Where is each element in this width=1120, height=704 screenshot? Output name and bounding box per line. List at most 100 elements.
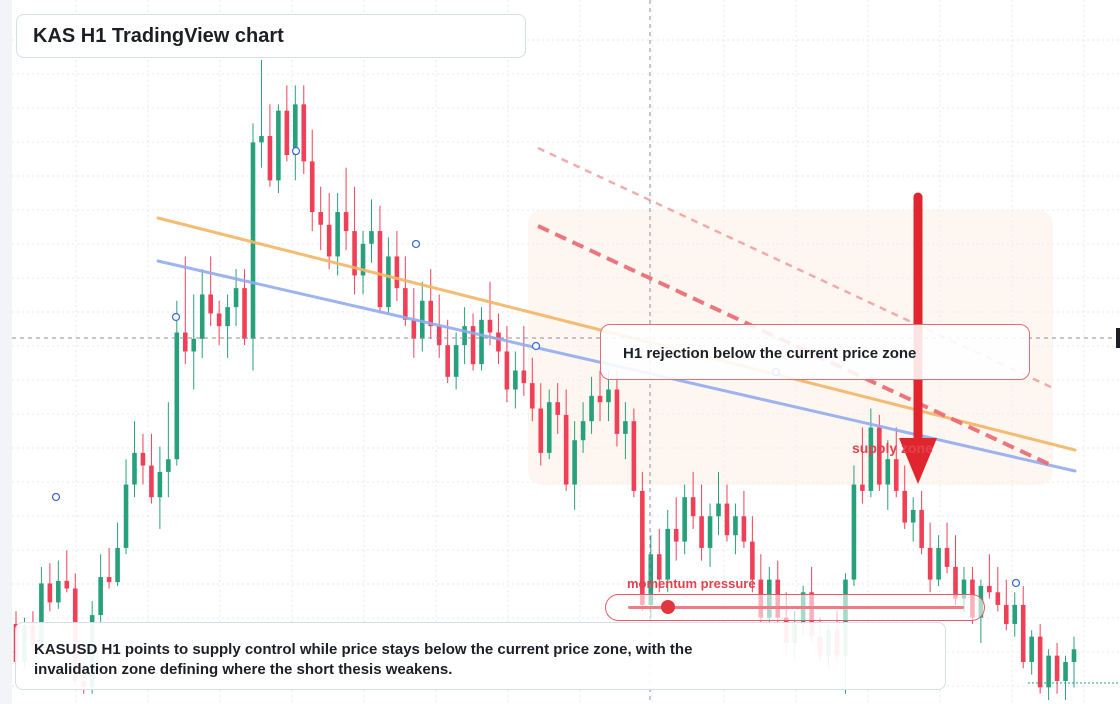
down-arrow — [899, 192, 937, 484]
candle-body-bearish — [149, 465, 154, 498]
candle-body-bullish — [39, 583, 44, 647]
candle-body-bearish — [318, 212, 324, 225]
candle-body-bullish — [174, 332, 180, 460]
candle-body-bearish — [411, 319, 417, 339]
candle-body-bearish — [326, 224, 332, 257]
candle-body-bearish — [927, 547, 933, 580]
candle-body-bearish — [267, 136, 273, 181]
signal-marker — [1011, 578, 1021, 588]
candle-body-bullish — [648, 554, 654, 605]
candle-body-bearish — [1054, 655, 1060, 681]
candle-body-bullish — [1029, 636, 1034, 662]
signal-marker — [51, 492, 61, 502]
candle-body-bearish — [445, 345, 450, 377]
candle-body-bullish — [572, 440, 577, 485]
rejection-note: H1 rejection below the current price zon… — [623, 345, 917, 362]
candle-body-bearish — [699, 516, 704, 548]
candle-body-bearish — [182, 332, 188, 352]
candle-body-bullish — [589, 395, 594, 422]
candle-body-bullish — [885, 459, 891, 485]
candle-body-bearish — [521, 370, 527, 384]
candle-body-bearish — [724, 503, 730, 536]
candle-body-bearish — [487, 319, 493, 333]
signal-marker — [531, 341, 541, 351]
candle-body-bullish — [1046, 655, 1051, 688]
candle-body-bearish — [1003, 604, 1009, 624]
candle-body-bullish — [580, 421, 586, 441]
down-arrow-head — [899, 438, 937, 484]
candle-body-bearish — [987, 585, 992, 593]
candle-body-bearish — [377, 231, 383, 308]
candle-body-bullish — [665, 528, 671, 580]
candle-body-bullish — [191, 338, 197, 352]
candle-body-bearish — [673, 528, 679, 542]
candle-body-bullish — [157, 471, 163, 498]
candle-body-bearish — [656, 554, 662, 580]
momentum-slider[interactable] — [605, 594, 985, 621]
candle-body-bearish — [343, 212, 349, 232]
candle-body-bullish — [1071, 649, 1077, 662]
candle-body-bearish — [496, 332, 501, 352]
candle-body-bearish — [428, 300, 434, 327]
candle-body-bullish — [546, 402, 552, 453]
signal-marker — [171, 312, 181, 322]
candle-body-bearish — [741, 516, 747, 542]
candle-body-bullish — [936, 547, 941, 580]
candle-body-bearish — [394, 256, 400, 289]
candle-body-bullish — [123, 484, 129, 548]
candle-body-bearish — [953, 566, 958, 599]
candle-body-bearish — [352, 231, 357, 276]
candle-body-bullish — [166, 459, 171, 472]
candle-body-bullish — [851, 484, 857, 580]
candle-body-bullish — [682, 497, 687, 542]
candle-body-bearish — [284, 110, 290, 156]
chart-title-card: KAS H1 TradingView chart — [16, 14, 526, 58]
candle-body-bearish — [995, 592, 1001, 605]
candle-body-bullish — [961, 579, 967, 599]
signal-marker — [411, 239, 421, 249]
candle-body-bullish — [56, 580, 61, 603]
candle-body-bullish — [419, 300, 425, 339]
candle-body-bearish — [860, 484, 865, 491]
candle-body-bullish — [259, 136, 264, 143]
candle-body-bearish — [403, 288, 408, 320]
candle-body-bearish — [530, 383, 535, 409]
candle-body-bearish — [309, 161, 315, 213]
supply-zone-label: supply zone — [852, 440, 933, 456]
candle-body-bullish — [462, 326, 467, 346]
candle-body-bullish — [276, 110, 281, 181]
candle-body-bearish — [893, 459, 899, 491]
candle-body-bearish — [1020, 604, 1026, 662]
candle-body-bearish — [538, 408, 544, 453]
candle-body-bullish — [479, 319, 484, 365]
candle-body-bearish — [216, 313, 222, 327]
candle-body-bearish — [614, 389, 620, 434]
candle-body-bearish — [877, 427, 882, 485]
candle-body-bearish — [1037, 636, 1043, 688]
candle-body-bullish — [1063, 661, 1068, 681]
candle-body-bullish — [513, 370, 518, 390]
candle-body-bearish — [640, 490, 645, 605]
signal-marker — [291, 146, 301, 156]
candle-body-bullish — [386, 256, 391, 308]
candle-body-bearish — [208, 294, 213, 314]
rejection-note-card: H1 rejection below the current price zon… — [600, 324, 1030, 380]
candle-body-bullish — [293, 104, 298, 156]
candle-body-bullish — [868, 427, 874, 491]
candle-body-bullish — [98, 577, 103, 616]
momentum-bar — [628, 606, 964, 609]
candle-body-bearish — [555, 402, 560, 415]
candle-body-bearish — [436, 326, 442, 346]
candle-body-bullish — [453, 345, 459, 377]
candle-body-bearish — [242, 288, 247, 339]
candle-body-bearish — [140, 452, 146, 466]
candle-body-bearish — [944, 547, 950, 567]
momentum-handle[interactable] — [661, 600, 676, 614]
summary-text: KASUSD H1 points to supply control while… — [34, 641, 693, 678]
candle-body-bullish — [199, 294, 205, 339]
candle-body-bullish — [707, 516, 713, 548]
price-scale-tag — [1116, 328, 1120, 348]
candle-body-bullish — [335, 212, 340, 257]
candle-body-bullish — [606, 389, 611, 403]
candle-body-bearish — [563, 414, 569, 485]
